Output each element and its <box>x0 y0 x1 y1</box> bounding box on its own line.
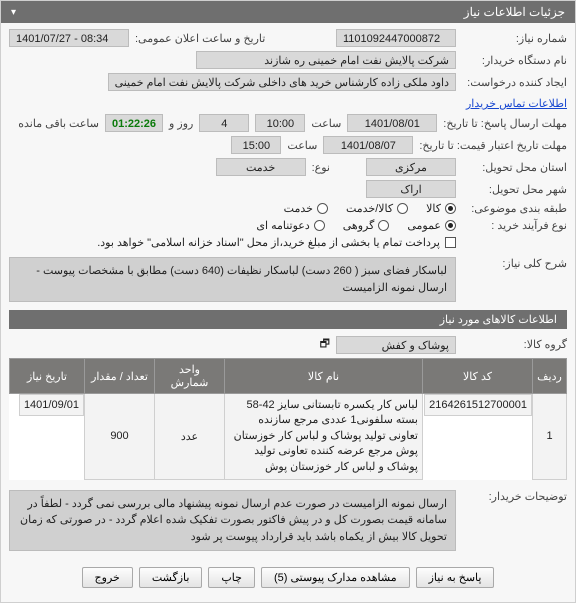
deadline-date: 1401/08/01 <box>347 114 437 132</box>
kind-label: نوع: <box>312 161 330 174</box>
radio-service[interactable]: خدمت <box>284 202 328 215</box>
col-unit: واحد شمارش <box>155 359 225 394</box>
col-code: کد کالا <box>423 359 533 394</box>
group-value: پوشاک و کفش <box>336 336 456 354</box>
valid-time: 15:00 <box>231 136 281 154</box>
summary-label: شرح کلی نیاز: <box>462 253 567 270</box>
print-button[interactable]: چاپ <box>208 567 255 588</box>
cell-name: لباس کار یکسره تابستانی سایز 42-58 بسته … <box>225 394 423 480</box>
exit-button[interactable]: خروج <box>82 567 133 588</box>
deliver-prov-label: استان محل تحویل: <box>462 161 567 174</box>
countdown: 01:22:26 <box>105 114 163 132</box>
subject-radios: کالا کالا/خدمت خدمت <box>284 202 456 215</box>
button-bar: پاسخ به نیاز مشاهده مدارک پیوستی (5) چاپ… <box>9 559 567 592</box>
contact-link[interactable]: اطلاعات تماس خریدار <box>466 97 567 110</box>
col-name: نام کالا <box>225 359 423 394</box>
radio-dot-icon <box>445 220 456 231</box>
cell-code: 2164261512700001 <box>424 394 532 416</box>
radio-invite[interactable]: دعوتنامه ای <box>256 219 324 232</box>
announce-value: 1401/07/27 - 08:34 <box>9 29 129 47</box>
treasury-checkbox[interactable]: پرداخت تمام یا بخشی از مبلغ خرید،از محل … <box>97 236 456 249</box>
deliver-prov: مرکزی <box>366 158 456 176</box>
valid-time-label: ساعت <box>287 139 317 152</box>
radio-dot-icon <box>317 203 328 214</box>
days-remain: 4 <box>199 114 249 132</box>
table-header-row: ردیف کد کالا نام کالا واحد شمارش تعداد /… <box>10 359 567 394</box>
req-no-label: شماره نیاز: <box>462 32 567 45</box>
reply-button[interactable]: پاسخ به نیاز <box>416 567 495 588</box>
radio-dot-icon <box>397 203 408 214</box>
proc-radios: عمومی گروهی دعوتنامه ای <box>256 219 456 232</box>
panel-header: جزئیات اطلاعات نیاز ▾ <box>1 1 575 23</box>
buyer-notes-label: توضیحات خریدار: <box>462 486 567 503</box>
kind-value: خدمت <box>216 158 306 176</box>
org-label: نام دستگاه خریدار: <box>462 54 567 67</box>
items-section-title: اطلاعات کالاهای مورد نیاز <box>9 310 567 329</box>
table-row[interactable]: 1 2164261512700001 لباس کار یکسره تابستا… <box>10 394 567 480</box>
col-qty: تعداد / مقدار <box>85 359 155 394</box>
remain-label: ساعت باقی مانده <box>18 117 99 130</box>
cell-qty: 900 <box>85 394 155 480</box>
checkbox-box-icon <box>445 237 456 248</box>
docs-button[interactable]: مشاهده مدارک پیوستی (5) <box>261 567 410 588</box>
col-date: تاریخ نیاز <box>10 359 85 394</box>
cell-date: 1401/09/01 <box>19 394 84 416</box>
radio-open[interactable]: عمومی <box>407 219 456 232</box>
items-table: ردیف کد کالا نام کالا واحد شمارش تعداد /… <box>9 358 567 480</box>
radio-group[interactable]: گروهی <box>343 219 390 232</box>
col-idx: ردیف <box>533 359 567 394</box>
back-button[interactable]: بازگشت <box>139 567 203 588</box>
org-value: شرکت پالایش نفت امام خمینی ره شازند <box>196 51 456 69</box>
valid-label: مهلت تاریخ اعتبار قیمت: تا تاریخ: <box>419 139 567 152</box>
radio-goods-service[interactable]: کالا/خدمت <box>346 202 408 215</box>
creator-label: ایجاد کننده درخواست: <box>462 76 567 89</box>
days-label: روز و <box>169 117 193 130</box>
deadline-label: مهلت ارسال پاسخ: تا تاریخ: <box>443 117 567 130</box>
deadline-time: 10:00 <box>255 114 305 132</box>
radio-dot-icon <box>378 220 389 231</box>
deliver-city-label: شهر محل تحویل: <box>462 183 567 196</box>
radio-dot-icon <box>445 203 456 214</box>
valid-date: 1401/08/07 <box>323 136 413 154</box>
buyer-notes: ارسال نمونه الزامیست در صورت عدم ارسال ن… <box>9 490 456 552</box>
panel-title: جزئیات اطلاعات نیاز <box>464 5 565 19</box>
proc-label: نوع فرآیند خرید : <box>462 219 567 232</box>
creator-value: داود ملکی زاده کارشناس خرید های داخلی شر… <box>108 73 456 91</box>
treasury-note: پرداخت تمام یا بخشی از مبلغ خرید،از محل … <box>97 236 440 249</box>
group-label: گروه کالا: <box>462 338 567 351</box>
chevron-down-icon[interactable]: ▾ <box>11 7 16 18</box>
radio-dot-icon <box>314 220 325 231</box>
radio-goods[interactable]: کالا <box>426 202 456 215</box>
external-link-icon[interactable]: 🗗 <box>320 335 330 354</box>
cell-idx: 1 <box>533 394 567 480</box>
announce-label: تاریخ و ساعت اعلان عمومی: <box>135 32 265 45</box>
deliver-city: اراک <box>366 180 456 198</box>
req-no-value: 1101092447000872 <box>336 29 456 47</box>
summary-text: لباسکار فضای سبز ( 260 دست) لباسکار نظیف… <box>9 257 456 302</box>
cell-unit: عدد <box>155 394 225 480</box>
subject-label: طبقه بندی موضوعی: <box>462 202 567 215</box>
deadline-time-label: ساعت <box>311 117 341 130</box>
